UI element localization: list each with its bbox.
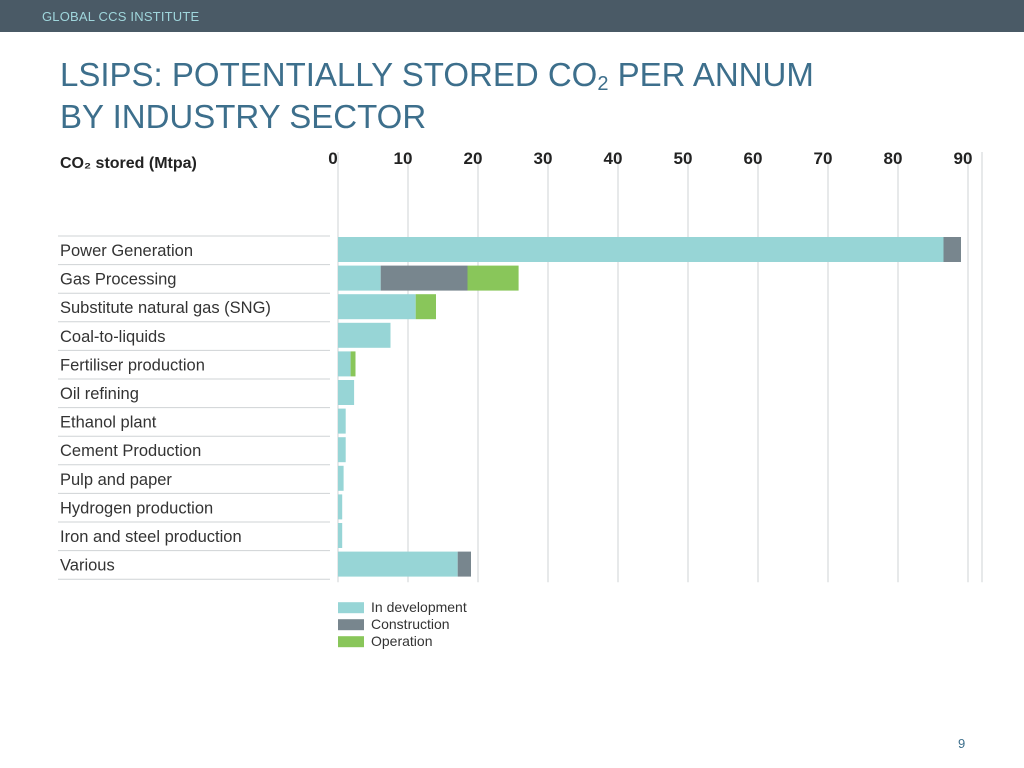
organization-name: GLOBAL CCS INSTITUTE [42, 9, 200, 24]
page-number: 9 [958, 736, 966, 751]
title-line-1-prefix: LSIPS: POTENTIALLY STORED CO [60, 56, 598, 93]
bar-in-development [338, 237, 944, 262]
bar-in-development [338, 380, 355, 405]
x-tick-label: 10 [394, 149, 413, 168]
title-line-1: LSIPS: POTENTIALLY STORED CO2 PER ANNUM [60, 54, 814, 96]
bar-in-development [338, 294, 416, 320]
title-line-1-suffix: PER ANNUM [608, 56, 814, 93]
category-label: Cement Production [60, 442, 201, 460]
category-label: Power Generation [60, 242, 193, 260]
category-label: Gas Processing [60, 271, 176, 289]
x-tick-label: 20 [464, 149, 483, 168]
category-label: Fertiliser production [60, 356, 205, 374]
slide-title: LSIPS: POTENTIALLY STORED CO2 PER ANNUM … [60, 54, 814, 138]
legend-swatch [338, 636, 364, 648]
category-label: Coal-to-liquids [60, 328, 165, 346]
bar-in-development [338, 437, 346, 463]
category-label: Hydrogen production [60, 499, 213, 517]
category-label: Ethanol plant [60, 414, 157, 432]
bar-operation [467, 265, 519, 291]
title-line-2: BY INDUSTRY SECTOR [60, 98, 427, 135]
bar-in-development [338, 551, 458, 577]
legend-label: In development [371, 599, 467, 615]
x-tick-label: 40 [604, 149, 623, 168]
x-tick-label: 80 [884, 149, 903, 168]
x-tick-label: 0 [328, 149, 337, 168]
bar-construction [943, 237, 961, 262]
top-bar: GLOBAL CCS INSTITUTE [0, 0, 1024, 32]
legend-swatch [338, 619, 364, 631]
axis-title: CO₂ stored (Mtpa) [60, 155, 197, 172]
bar-operation [415, 294, 436, 320]
bar-in-development [338, 322, 391, 348]
category-label: Various [60, 557, 115, 575]
bar-in-development [338, 265, 381, 291]
bar-in-development [338, 408, 346, 434]
x-tick-label: 30 [534, 149, 553, 168]
x-tick-label: 90 [954, 149, 973, 168]
category-label: Iron and steel production [60, 528, 242, 546]
bar-in-development [338, 351, 351, 377]
stacked-bar-chart: CO₂ stored (Mtpa) 0 10 20 30 40 50 60 70 80 90 Powe… [58, 149, 983, 649]
category-label: Substitute natural gas (SNG) [60, 299, 271, 317]
bar-construction [457, 551, 471, 577]
legend-swatch [338, 602, 364, 614]
bar-in-development [338, 494, 343, 520]
bar-operation [350, 351, 356, 377]
title-line-1-subscript: 2 [597, 73, 609, 95]
bar-in-development [338, 465, 344, 491]
x-tick-label: 70 [814, 149, 833, 168]
bar-construction [380, 265, 468, 291]
category-label: Pulp and paper [60, 471, 172, 489]
x-tick-label: 60 [744, 149, 763, 168]
category-label: Oil refining [60, 385, 139, 403]
legend-label: Operation [371, 633, 432, 649]
legend-label: Construction [371, 616, 450, 632]
bar-in-development [338, 523, 343, 548]
x-tick-label: 50 [674, 149, 693, 168]
